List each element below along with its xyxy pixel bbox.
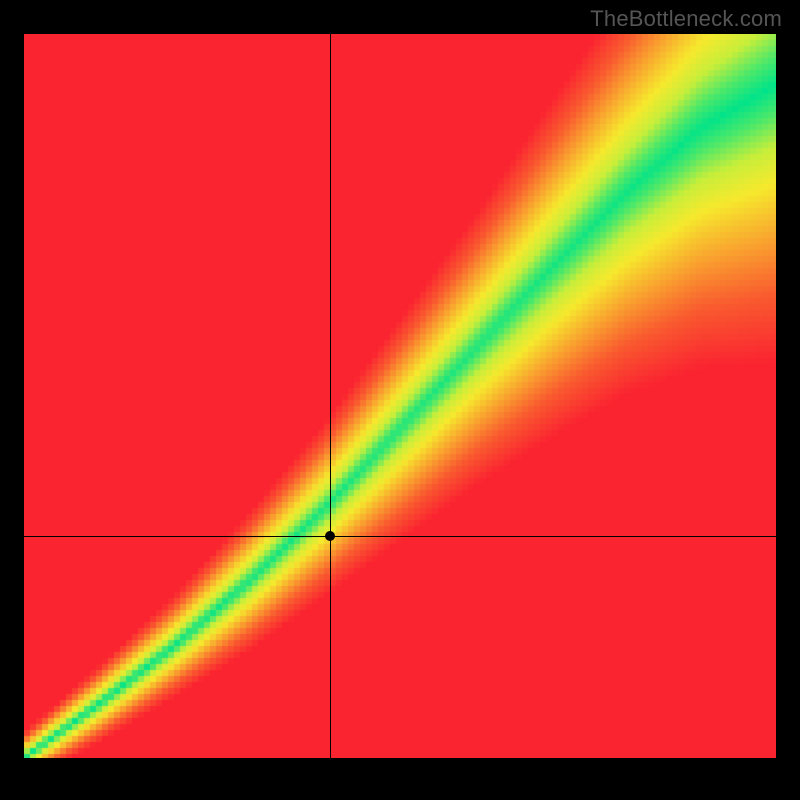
watermark-text: TheBottleneck.com [590,6,782,32]
crosshair-horizontal-line [24,536,776,537]
crosshair-marker-dot [325,531,335,541]
heatmap-plot-area [24,34,776,758]
heatmap-canvas [24,34,776,758]
crosshair-vertical-line [330,34,331,758]
